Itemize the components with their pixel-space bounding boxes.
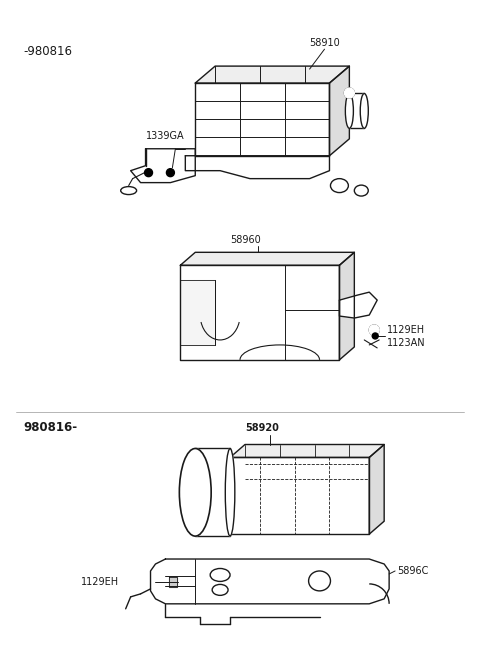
- Polygon shape: [131, 148, 195, 183]
- Text: 58920: 58920: [245, 422, 279, 432]
- Text: 5896C: 5896C: [397, 566, 429, 576]
- Polygon shape: [180, 280, 215, 345]
- Polygon shape: [169, 577, 178, 587]
- Polygon shape: [369, 445, 384, 534]
- Polygon shape: [195, 83, 329, 156]
- Polygon shape: [230, 445, 384, 457]
- Text: -980816: -980816: [23, 45, 72, 58]
- Ellipse shape: [360, 93, 368, 128]
- Ellipse shape: [330, 179, 348, 193]
- Polygon shape: [180, 265, 339, 360]
- Text: 1339GA: 1339GA: [145, 131, 184, 141]
- Circle shape: [344, 88, 354, 98]
- Polygon shape: [180, 252, 354, 265]
- Text: 1123AN: 1123AN: [387, 338, 426, 348]
- Ellipse shape: [180, 449, 211, 536]
- Text: 1129EH: 1129EH: [387, 325, 425, 335]
- Text: 1129EH: 1129EH: [81, 577, 119, 587]
- Polygon shape: [339, 292, 377, 318]
- Ellipse shape: [354, 185, 368, 196]
- Ellipse shape: [345, 93, 353, 128]
- Ellipse shape: [120, 187, 137, 194]
- Polygon shape: [339, 252, 354, 360]
- Circle shape: [372, 333, 378, 339]
- Polygon shape: [195, 66, 349, 83]
- Polygon shape: [329, 66, 349, 156]
- Text: 980816-: 980816-: [23, 421, 77, 434]
- Ellipse shape: [225, 449, 235, 536]
- Polygon shape: [151, 559, 389, 604]
- Text: 58910: 58910: [310, 38, 340, 48]
- Polygon shape: [185, 156, 329, 179]
- Text: 58960: 58960: [230, 235, 261, 245]
- Circle shape: [369, 325, 379, 335]
- Polygon shape: [230, 457, 369, 534]
- Circle shape: [167, 169, 174, 177]
- Circle shape: [144, 169, 153, 177]
